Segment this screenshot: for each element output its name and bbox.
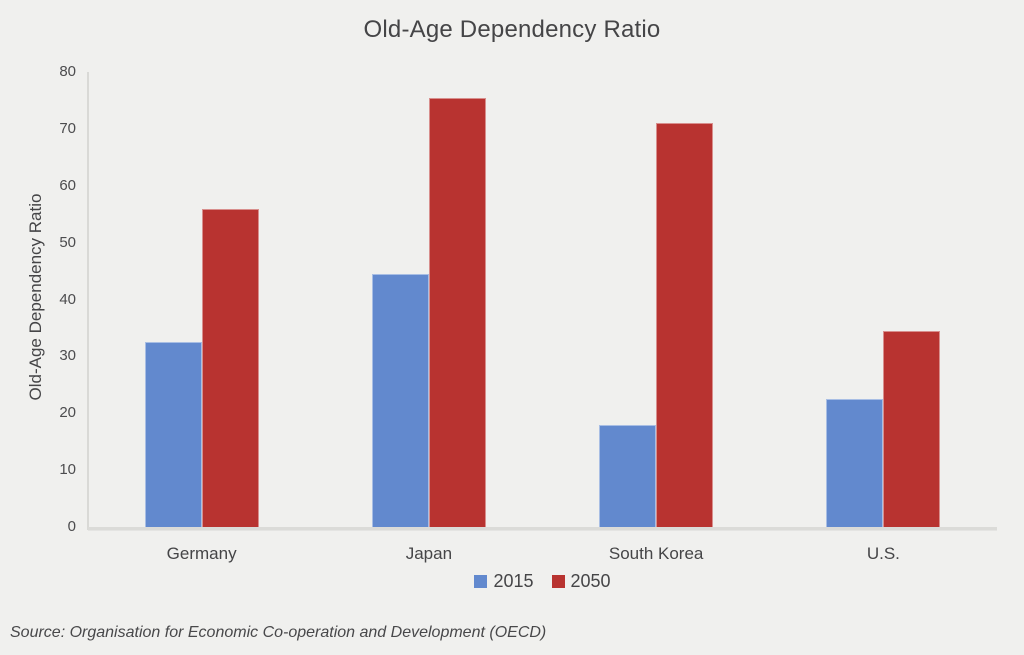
bar-japan-2050: [428, 97, 486, 527]
source-note: Source: Organisation for Economic Co-ope…: [10, 624, 547, 641]
y-tick-label: 70: [59, 119, 76, 137]
chart-legend: 2015 2050: [88, 570, 997, 592]
legend-swatch-icon: [551, 574, 565, 588]
y-tick-label: 0: [67, 518, 76, 535]
bar-germany-2050: [201, 208, 259, 527]
y-tick-label: 10: [59, 461, 76, 479]
y-tick-label: 80: [59, 63, 76, 80]
y-tick-label: 40: [59, 290, 76, 308]
bar-south-korea-2050: [656, 123, 714, 527]
bar-japan-2015: [371, 273, 429, 527]
y-tick-label: 60: [59, 176, 76, 194]
chart-title: Old-Age Dependency Ratio: [363, 16, 661, 43]
y-axis-line: [87, 72, 89, 530]
x-axis-label: U.S.: [866, 544, 900, 563]
legend-item-2050: 2050: [551, 570, 611, 592]
y-tick-label: 30: [59, 347, 76, 365]
x-axis-line: [88, 527, 997, 531]
legend-swatch-icon: [474, 574, 488, 588]
legend-label: 2050: [570, 570, 611, 591]
legend-item-2015: 2015: [474, 570, 534, 592]
plot-area: [88, 72, 997, 527]
bar-u-s--2050: [883, 330, 941, 527]
y-tick-label: 50: [59, 233, 76, 251]
x-axis-label: South Korea: [608, 544, 704, 563]
x-axis-label: Japan: [405, 544, 453, 563]
legend-label: 2015: [493, 570, 534, 591]
y-tick-label: 20: [59, 404, 76, 422]
bar-u-s--2015: [826, 399, 884, 527]
x-axis-label: Germany: [166, 544, 237, 563]
bar-germany-2015: [144, 342, 202, 527]
bar-south-korea-2015: [599, 424, 657, 527]
